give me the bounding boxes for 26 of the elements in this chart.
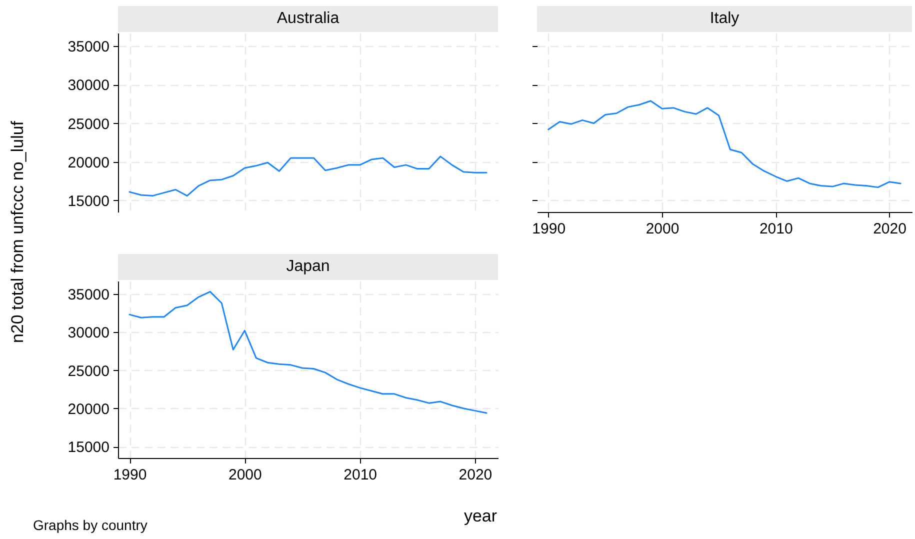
- x-tick-label: 2010: [344, 466, 378, 484]
- y-tick-label: 20000: [68, 400, 110, 418]
- x-axis-title: year: [464, 506, 498, 526]
- x-tick-label: 2000: [646, 220, 680, 238]
- chart-title: Australia: [118, 6, 498, 32]
- y-tick-label: 35000: [68, 286, 110, 304]
- y-tick-label: 20000: [68, 154, 110, 172]
- line-series: [128, 156, 488, 197]
- x-tick-label: 2010: [759, 220, 793, 238]
- y-tick-label: 35000: [68, 38, 110, 56]
- y-tick-label: 30000: [68, 324, 110, 342]
- x-tick-label: 1990: [532, 220, 566, 238]
- line-series: [128, 290, 488, 414]
- chart-title: Japan: [118, 254, 498, 280]
- y-tick-label: 25000: [68, 116, 110, 133]
- y-tick-label: 25000: [68, 362, 110, 380]
- x-tick-label: 1990: [113, 466, 147, 484]
- y-tick-label: 15000: [68, 192, 110, 210]
- x-tick-label: 2020: [873, 220, 906, 238]
- y-tick-label: 30000: [68, 77, 110, 94]
- y-axis-title: n20 total from unfccc no_luluf: [8, 120, 28, 344]
- x-tick-label: 2020: [458, 466, 492, 484]
- text: Graphs by country: [33, 517, 148, 533]
- x-tick-label: 2000: [228, 466, 262, 484]
- chart-title: Italy: [537, 6, 912, 32]
- y-tick-label: 15000: [68, 439, 110, 456]
